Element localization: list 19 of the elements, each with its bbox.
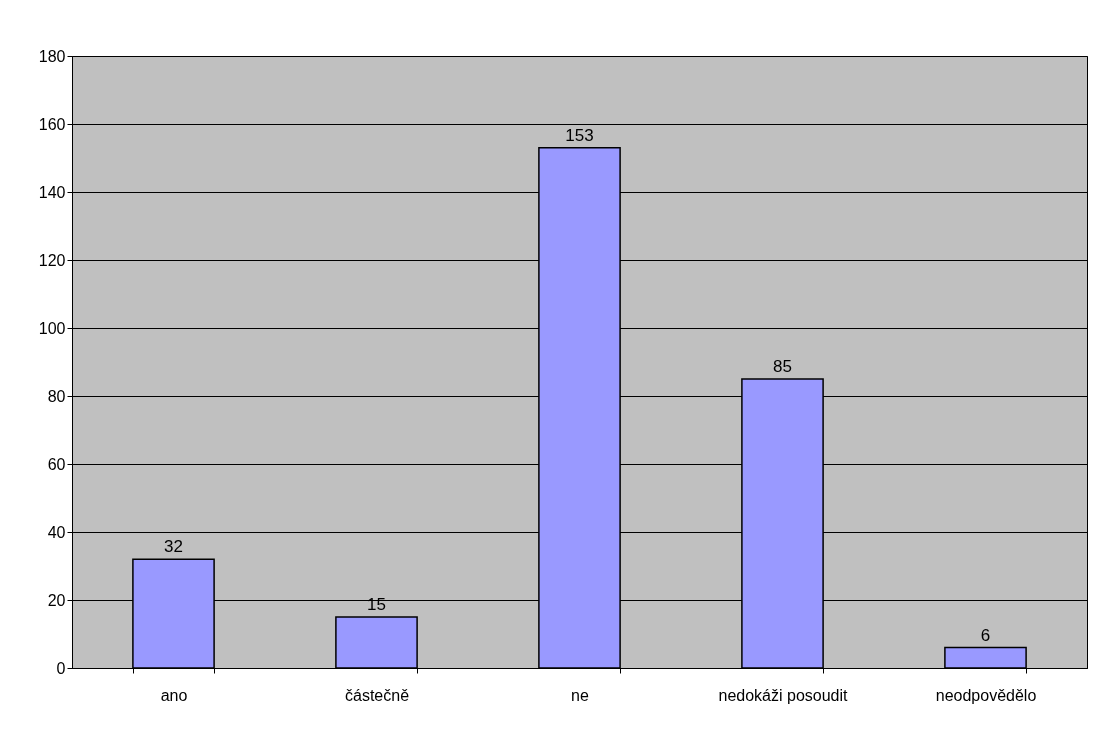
x-tick-label: neodpovědělo: [935, 686, 1037, 704]
y-tick-label: 20: [47, 591, 66, 609]
y-tick-label: 40: [47, 523, 66, 541]
y-tick-label: 120: [38, 251, 66, 269]
data-label: 153: [565, 125, 594, 145]
y-tick-label: 160: [38, 115, 66, 133]
data-label: 32: [164, 537, 183, 557]
data-label: 85: [773, 357, 792, 376]
y-tick-label: 0: [56, 659, 66, 677]
x-tick-label: nedokáži posoudit: [718, 686, 849, 704]
x-tick-label: ne: [571, 686, 589, 704]
x-tick-label: částečně: [344, 686, 410, 704]
y-tick-label: 140: [38, 183, 66, 201]
data-label: 6: [980, 625, 991, 645]
x-tick-label: ano: [160, 686, 188, 704]
y-tick-label: 80: [47, 387, 66, 405]
y-tick-label: 60: [47, 455, 66, 473]
y-tick-label: 180: [38, 47, 66, 65]
y-tick-label: 100: [38, 319, 66, 337]
